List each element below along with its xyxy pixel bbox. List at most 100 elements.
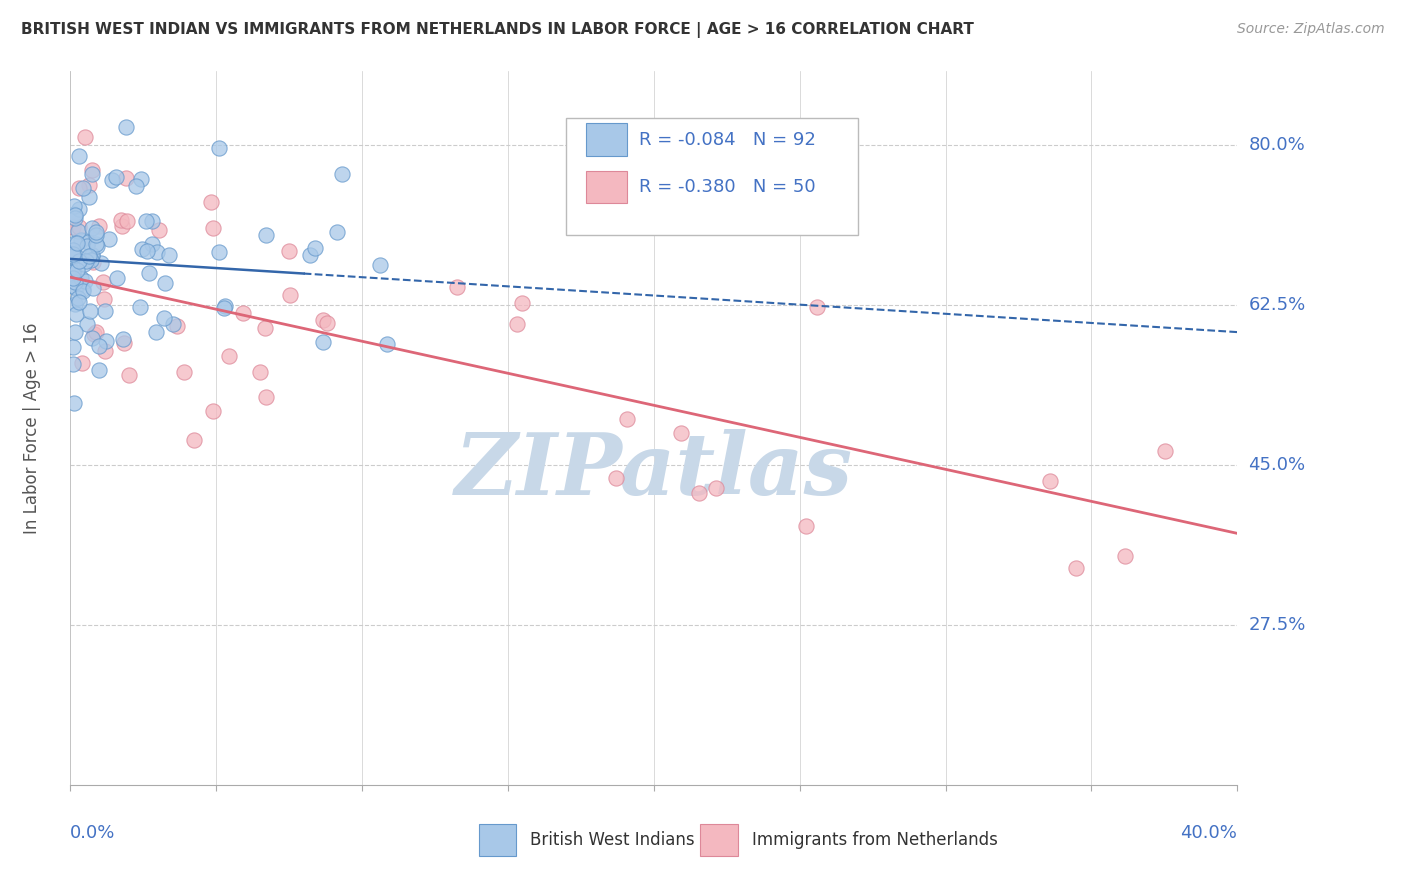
Point [84, 236, 107, 251]
Point [616, 412, 638, 426]
Point [278, 288, 301, 302]
Point [115, 120, 138, 135]
Point [67, 295, 90, 310]
Text: British West Indians: British West Indians [530, 831, 695, 849]
Point [148, 223, 170, 237]
Point [80, 162, 103, 177]
Point [82, 281, 104, 295]
Point [304, 241, 326, 255]
Point [87, 339, 110, 353]
Point [446, 279, 468, 293]
Text: R = -0.380   N = 50: R = -0.380 N = 50 [638, 178, 815, 196]
Point [67, 149, 90, 163]
Point [1114, 549, 1136, 563]
Point [80, 252, 103, 267]
Point [688, 486, 710, 500]
Point [67, 202, 90, 217]
Point [232, 306, 254, 320]
Point [208, 141, 231, 155]
Point [671, 425, 693, 440]
Point [115, 170, 138, 185]
Point [62, 358, 84, 372]
Point [76, 317, 98, 331]
Point [80, 221, 103, 235]
Point [84, 225, 107, 239]
Point [605, 471, 627, 485]
Point [62, 340, 84, 354]
Point [93, 293, 115, 307]
Point [510, 295, 533, 310]
Text: 80.0%: 80.0% [1249, 136, 1305, 153]
Point [86, 239, 108, 253]
Point [299, 248, 322, 262]
Point [66, 235, 89, 250]
Point [63, 211, 86, 225]
Point [62, 219, 84, 234]
Point [138, 266, 160, 280]
Point [75, 254, 97, 268]
Point [83, 326, 105, 341]
Point [704, 482, 727, 496]
Point [162, 317, 184, 331]
Point [153, 276, 176, 290]
Text: BRITISH WEST INDIAN VS IMMIGRANTS FROM NETHERLANDS IN LABOR FORCE | AGE > 16 COR: BRITISH WEST INDIAN VS IMMIGRANTS FROM N… [21, 22, 974, 38]
Text: ZIPatlas: ZIPatlas [454, 429, 853, 513]
Point [63, 325, 86, 339]
Point [325, 226, 347, 240]
Point [118, 368, 141, 382]
Point [141, 237, 163, 252]
Point [254, 321, 277, 335]
Point [62, 243, 84, 257]
Point [84, 325, 107, 339]
Point [62, 199, 84, 213]
Point [63, 207, 86, 221]
Point [1064, 560, 1087, 574]
Point [94, 304, 117, 318]
FancyBboxPatch shape [586, 123, 627, 155]
Point [84, 227, 107, 242]
Point [65, 235, 87, 250]
Point [65, 307, 87, 321]
Point [73, 130, 96, 145]
Point [125, 179, 148, 194]
Point [76, 238, 98, 252]
Point [72, 284, 94, 298]
Point [80, 248, 103, 262]
Point [141, 213, 163, 227]
Point [117, 214, 139, 228]
Point [212, 301, 235, 315]
Point [77, 249, 100, 263]
Point [79, 303, 101, 318]
Point [82, 255, 104, 269]
FancyBboxPatch shape [586, 171, 627, 203]
Point [166, 319, 188, 334]
Text: 0.0%: 0.0% [70, 824, 115, 842]
Point [183, 434, 205, 448]
Text: Source: ZipAtlas.com: Source: ZipAtlas.com [1237, 22, 1385, 37]
Point [67, 181, 90, 195]
Point [67, 291, 90, 305]
Point [63, 296, 86, 310]
Point [312, 335, 335, 350]
Point [82, 248, 104, 262]
Point [93, 275, 115, 289]
Point [1154, 444, 1177, 458]
Point [70, 355, 93, 369]
Point [70, 233, 93, 247]
Point [330, 167, 353, 181]
Point [77, 178, 100, 193]
Text: Immigrants from Netherlands: Immigrants from Netherlands [752, 831, 998, 849]
Point [62, 265, 84, 279]
Point [87, 219, 110, 234]
Point [67, 220, 90, 235]
Point [63, 396, 86, 410]
Point [311, 313, 333, 327]
Point [111, 219, 134, 233]
Point [76, 235, 98, 249]
Point [200, 194, 222, 209]
Point [62, 247, 84, 261]
Point [794, 519, 817, 533]
Point [316, 316, 339, 330]
Point [145, 325, 167, 339]
Point [214, 299, 236, 313]
